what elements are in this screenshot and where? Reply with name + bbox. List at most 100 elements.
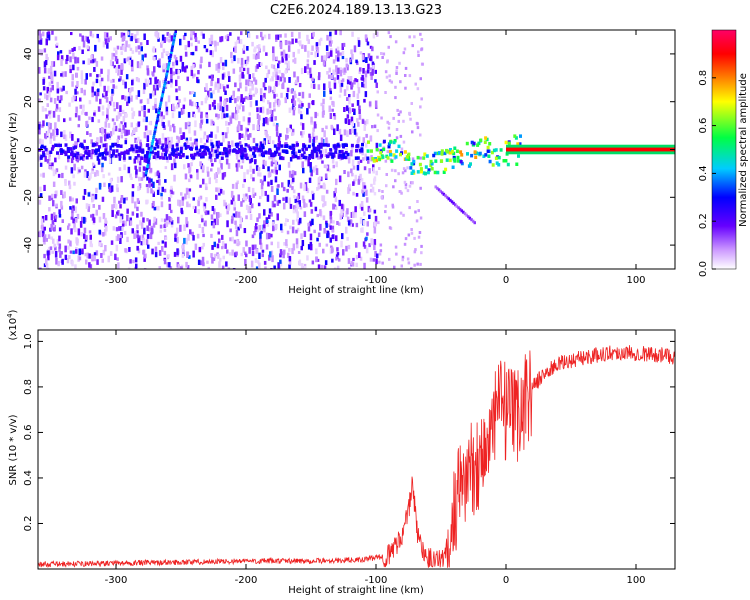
heatmap-cell — [45, 258, 48, 266]
heatmap-cell — [165, 75, 168, 79]
heatmap-cell — [67, 149, 70, 153]
heatmap-cell — [329, 237, 332, 243]
heatmap-cell — [194, 206, 197, 213]
heatmap-cell — [42, 86, 46, 91]
heatmap-cell — [378, 260, 381, 264]
heatmap-cell — [376, 129, 379, 133]
heatmap-cell — [211, 144, 215, 148]
heatmap-cell — [214, 149, 218, 154]
heatmap-cell — [225, 153, 229, 158]
heatmap-cell — [414, 82, 417, 86]
heatmap-cell — [306, 63, 310, 70]
heatmap-cell — [120, 134, 124, 139]
heatmap-cell — [308, 222, 312, 226]
heatmap-cell — [234, 224, 238, 230]
heatmap-cell — [220, 163, 223, 170]
heatmap-cell — [266, 118, 269, 126]
heatmap-cell — [359, 217, 363, 224]
heatmap-cell — [335, 256, 338, 261]
heatmap-cell — [281, 82, 285, 90]
spectrogram-ylabel: Frequency (Hz) — [8, 112, 19, 188]
y-tick-label: 20 — [23, 95, 34, 108]
heatmap-cell — [296, 204, 300, 209]
heatmap-cell — [308, 177, 312, 183]
heatmap-cell — [368, 243, 371, 248]
heatmap-cell — [308, 67, 312, 74]
heatmap-cell — [330, 124, 333, 130]
heatmap-cell — [64, 134, 68, 141]
heatmap-cell — [232, 213, 236, 218]
heatmap-cell — [395, 149, 399, 153]
heatmap-cell — [229, 97, 232, 103]
heatmap-cell — [407, 233, 411, 237]
heatmap-cell — [52, 129, 55, 137]
heatmap-cell — [116, 257, 119, 261]
heatmap-cell — [304, 156, 308, 160]
heatmap-cell — [166, 157, 169, 163]
heatmap-cell — [187, 192, 190, 199]
heatmap-cell — [315, 248, 318, 255]
heatmap-cell — [76, 91, 79, 95]
heatmap-cell — [114, 154, 118, 158]
heatmap-cell — [336, 143, 340, 147]
heatmap-cell — [191, 51, 195, 56]
heatmap-cell — [361, 189, 364, 194]
heatmap-cell — [349, 129, 352, 135]
heatmap-cell — [69, 206, 72, 210]
heatmap-cell — [135, 139, 139, 144]
heatmap-cell — [247, 209, 250, 214]
heatmap-cell — [315, 256, 318, 263]
heatmap-cell — [474, 155, 478, 159]
heatmap-cell — [163, 250, 167, 256]
heatmap-cell — [334, 30, 338, 35]
heatmap-cell — [217, 187, 220, 193]
heatmap-cell — [158, 104, 162, 108]
heatmap-cell — [164, 79, 167, 83]
heatmap-cell — [160, 146, 164, 150]
heatmap-cell — [319, 37, 323, 42]
heatmap-cell — [298, 200, 301, 207]
heatmap-cell — [177, 136, 181, 144]
heatmap-cell — [41, 139, 44, 146]
heatmap-cell — [243, 149, 247, 153]
heatmap-cell — [328, 223, 331, 227]
heatmap-cell — [54, 216, 57, 223]
heatmap-cell — [85, 121, 88, 127]
heatmap-cell — [275, 131, 279, 137]
heatmap-cell — [241, 100, 244, 104]
heatmap-cell — [131, 87, 134, 92]
heatmap-cell — [327, 152, 331, 158]
heatmap-cell — [164, 101, 168, 107]
heatmap-cell — [248, 205, 251, 212]
heatmap-cell — [391, 205, 395, 209]
heatmap-cell — [217, 212, 220, 219]
heatmap-cell — [276, 213, 279, 221]
y-tick-label: -20 — [23, 189, 34, 205]
heatmap-cell — [329, 210, 332, 216]
heatmap-cell — [514, 136, 518, 140]
heatmap-cell — [208, 61, 211, 68]
heatmap-cell — [329, 152, 333, 156]
heatmap-cell — [77, 255, 80, 262]
heatmap-cell — [300, 263, 304, 269]
heatmap-cell — [251, 41, 254, 47]
heatmap-cell — [324, 148, 328, 154]
heatmap-cell — [291, 248, 294, 255]
heatmap-cell — [240, 94, 243, 100]
heatmap-cell — [117, 64, 121, 69]
heatmap-cell — [430, 161, 434, 166]
heatmap-cell — [183, 164, 186, 170]
heatmap-cell — [392, 185, 395, 189]
heatmap-cell — [223, 172, 227, 177]
heatmap-cell — [304, 45, 307, 52]
heatmap-cell — [50, 223, 53, 231]
heatmap-cell — [260, 242, 263, 250]
heatmap-cell — [95, 209, 98, 216]
heatmap-cell — [494, 156, 498, 160]
heatmap-cell — [154, 125, 158, 129]
heatmap-cell — [253, 148, 257, 153]
heatmap-cell — [91, 213, 95, 221]
heatmap-cell — [152, 136, 155, 139]
heatmap-cell — [308, 154, 312, 158]
